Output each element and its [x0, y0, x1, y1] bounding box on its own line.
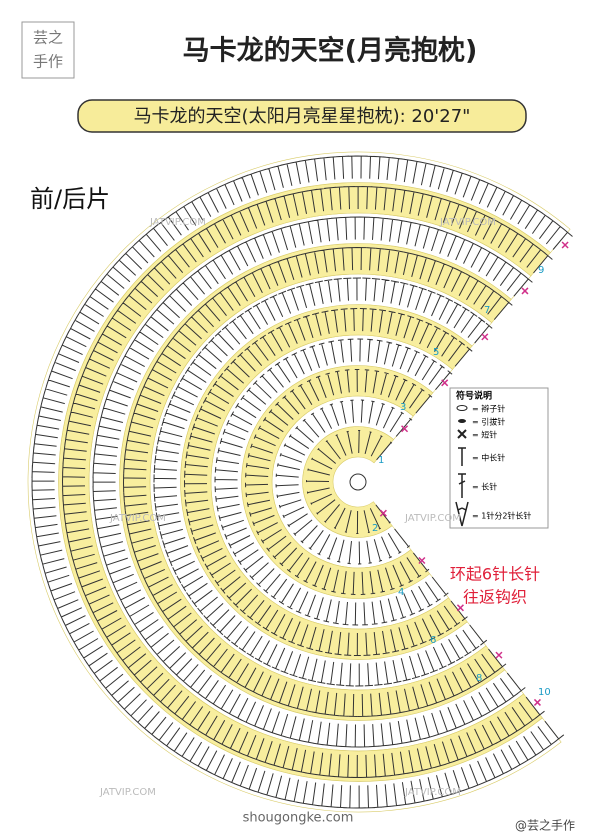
row-band [27, 151, 571, 813]
turn-marker [379, 509, 387, 517]
turn-marker [481, 333, 489, 341]
legend-symbol [456, 405, 468, 411]
stitches [92, 216, 533, 748]
row-number: 8 [476, 673, 482, 684]
stitches [153, 277, 493, 687]
watermark: JATVIP.COM [149, 217, 206, 228]
row-number: 7 [484, 305, 490, 316]
row-number: 9 [538, 265, 544, 276]
turn-marker [418, 556, 426, 565]
legend-symbol [458, 419, 466, 423]
watermark: JATVIP.COM [404, 787, 461, 798]
stitches [214, 338, 453, 626]
site-watermark: shougongke.com [243, 811, 354, 826]
watermark: JATVIP.COM [404, 513, 461, 524]
legend-item: = 引拔针 [472, 417, 505, 427]
legend-symbol [458, 447, 466, 466]
turn-marker [495, 651, 503, 659]
stitches [275, 399, 413, 565]
row-number: 6 [430, 635, 436, 646]
stitches [62, 186, 553, 778]
subtitle-box [77, 99, 527, 133]
center-ring [349, 473, 367, 491]
crochet-diagram [27, 151, 573, 813]
watermarks: JATVIP.COM JATVIP.COM JATVIP.COM JATVIP.… [99, 217, 496, 798]
legend-item: = 长针 [472, 482, 497, 492]
section-label: 前/后片 [30, 185, 110, 213]
legend-symbol [455, 501, 469, 527]
row-number: 1 [378, 455, 384, 466]
legend-symbol [458, 473, 466, 498]
legend-title: 符号说明 [456, 390, 492, 402]
turn-marker [533, 698, 541, 706]
watermark: JATVIP.COM [99, 787, 156, 798]
legend-item: = 中长针 [472, 453, 505, 463]
row-number: 2 [372, 523, 378, 534]
watermark: JATVIP.COM [109, 513, 166, 524]
legend-box [449, 387, 549, 529]
legend: 符号说明 = 辫子针 = 引拔针 = 短针 = 中长针 = 长针 = 1针分2针… [449, 387, 549, 529]
logo-box [21, 21, 75, 79]
legend-item: = 辫子针 [472, 404, 505, 414]
watermark: JATVIP.COM [439, 217, 496, 228]
author-watermark: @芸之手作 [515, 819, 575, 833]
turn-marker [441, 379, 449, 387]
row-number: 3 [400, 402, 406, 413]
row-number: 10 [538, 687, 551, 698]
legend-item: = 短针 [472, 430, 497, 440]
turn-marker [401, 425, 409, 433]
note: 环起6针长针 [450, 565, 540, 584]
turn-marker [521, 287, 529, 295]
title: 马卡龙的天空(月亮抱枕) [183, 35, 478, 67]
note: 往返钩织 [463, 588, 527, 607]
subtitle: 马卡龙的天空(太阳月亮星星抱枕): 20'27" [134, 106, 471, 127]
stitches [123, 247, 513, 717]
turn-marker [561, 241, 569, 249]
logo-text: 芸之 [33, 29, 63, 47]
legend-item: = 1针分2针长针 [472, 511, 531, 521]
stitches [31, 155, 573, 809]
row-number: 4 [398, 587, 404, 598]
legend-symbol [457, 429, 467, 439]
turn-marker [456, 604, 464, 612]
logo-text: 手作 [33, 53, 63, 71]
row-number: 5 [433, 347, 439, 358]
